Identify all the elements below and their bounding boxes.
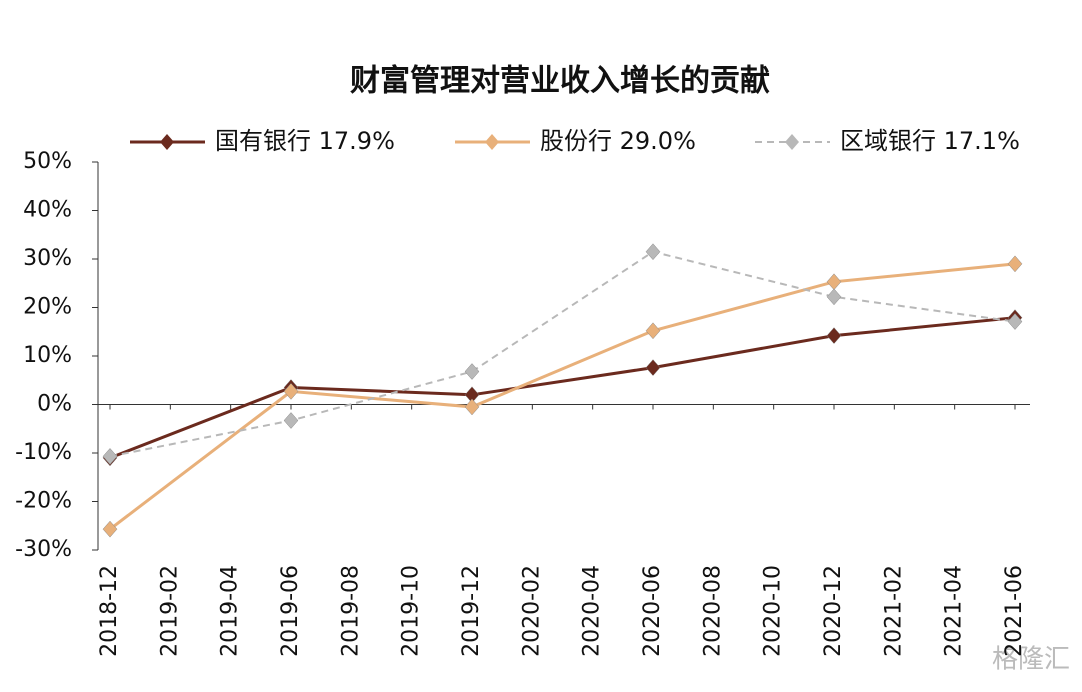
legend-marker [485, 134, 499, 150]
x-tick-label: 2020-04 [580, 565, 605, 657]
x-tick-label: 2018-12 [97, 565, 122, 657]
y-tick-label: -30% [15, 537, 72, 562]
legend-label: 股份行 29.0% [540, 127, 696, 155]
series-line [109, 250, 1016, 458]
y-tick-label: 50% [23, 149, 72, 174]
point [1007, 313, 1023, 330]
x-tick-label: 2019-12 [459, 565, 484, 657]
y-tick-label: -10% [15, 440, 72, 465]
x-tick-label: 2020-06 [640, 565, 665, 657]
watermark: 格隆汇 [992, 645, 1070, 675]
series-line [109, 262, 1016, 531]
x-tick-label: 2019-02 [157, 565, 182, 657]
point [826, 288, 842, 306]
x-tick-label: 2021-02 [881, 565, 906, 657]
point [1007, 255, 1023, 273]
point [645, 243, 661, 261]
point [826, 327, 842, 345]
point [283, 412, 299, 429]
x-tick-label: 2021-04 [942, 565, 967, 657]
x-tick-label: 2021-06 [1002, 565, 1027, 657]
point [645, 322, 661, 340]
y-tick-label: -20% [15, 489, 72, 514]
legend-marker [160, 134, 174, 150]
x-tick-label: 2019-04 [218, 565, 243, 657]
y-tick-label: 30% [23, 246, 72, 271]
point [826, 273, 842, 291]
legend-label: 国有银行 17.9% [215, 127, 395, 155]
point [464, 398, 480, 416]
chart-title: 财富管理对营业收入增长的贡献 [350, 64, 770, 99]
x-tick-label: 2020-02 [519, 565, 544, 657]
y-tick-label: 0% [37, 392, 72, 417]
point [283, 383, 299, 400]
x-tick-label: 2019-10 [399, 565, 424, 657]
x-tick-label: 2020-12 [821, 565, 846, 657]
x-tick-label: 2019-08 [338, 565, 363, 657]
y-tick-label: 20% [23, 295, 72, 320]
point [645, 359, 661, 377]
series-line [109, 316, 1016, 460]
y-tick-label: 10% [23, 343, 72, 368]
point [102, 520, 118, 538]
x-tick-label: 2019-06 [278, 565, 303, 657]
point [102, 448, 118, 465]
x-tick-label: 2020-08 [700, 565, 725, 657]
legend-label: 区域银行 17.1% [840, 127, 1020, 155]
y-tick-label: 40% [23, 198, 72, 223]
legend-marker [785, 134, 799, 150]
point [464, 363, 480, 380]
x-tick-label: 2020-10 [761, 565, 786, 657]
